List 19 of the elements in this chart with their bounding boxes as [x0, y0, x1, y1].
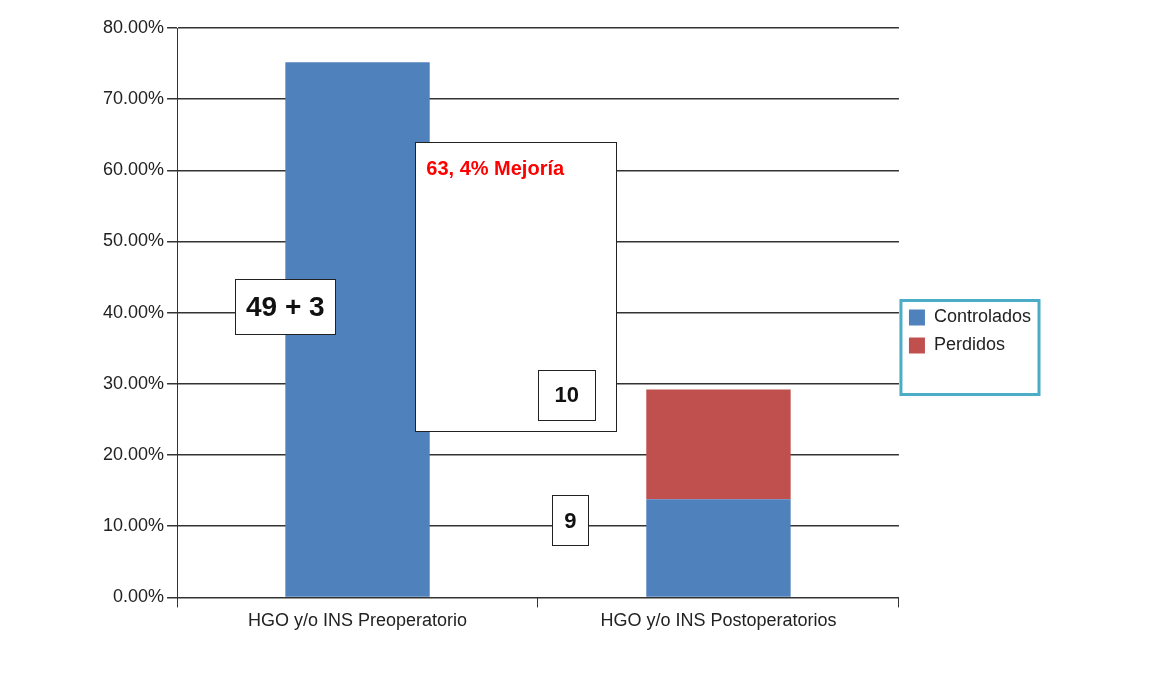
y-tick-label: 30.00%	[102, 372, 165, 393]
y-tick-label: 40.00%	[102, 301, 165, 322]
y-tick-label: 60.00%	[102, 159, 165, 180]
bar	[646, 389, 791, 500]
x-tick-label: HGO y/o INS Postoperatorios	[600, 610, 837, 631]
legend-label: Perdidos	[933, 334, 1005, 355]
legend-label: Controlados	[933, 306, 1031, 327]
annotation: 10	[554, 382, 580, 409]
y-tick-label: 0.00%	[113, 586, 165, 607]
y-tick-label: 80.00%	[102, 16, 165, 37]
y-tick-label: 70.00%	[102, 88, 165, 109]
annotation: 9	[564, 507, 577, 534]
bar	[646, 499, 791, 597]
y-tick-label: 10.00%	[102, 515, 165, 536]
annotation: 49 + 3	[246, 291, 325, 323]
annotation: 63, 4% Mejoría	[426, 156, 565, 179]
x-tick-label: HGO y/o INS Preoperatorio	[247, 610, 468, 631]
y-tick-label: 50.00%	[102, 230, 165, 251]
y-tick-label: 20.00%	[102, 444, 165, 465]
